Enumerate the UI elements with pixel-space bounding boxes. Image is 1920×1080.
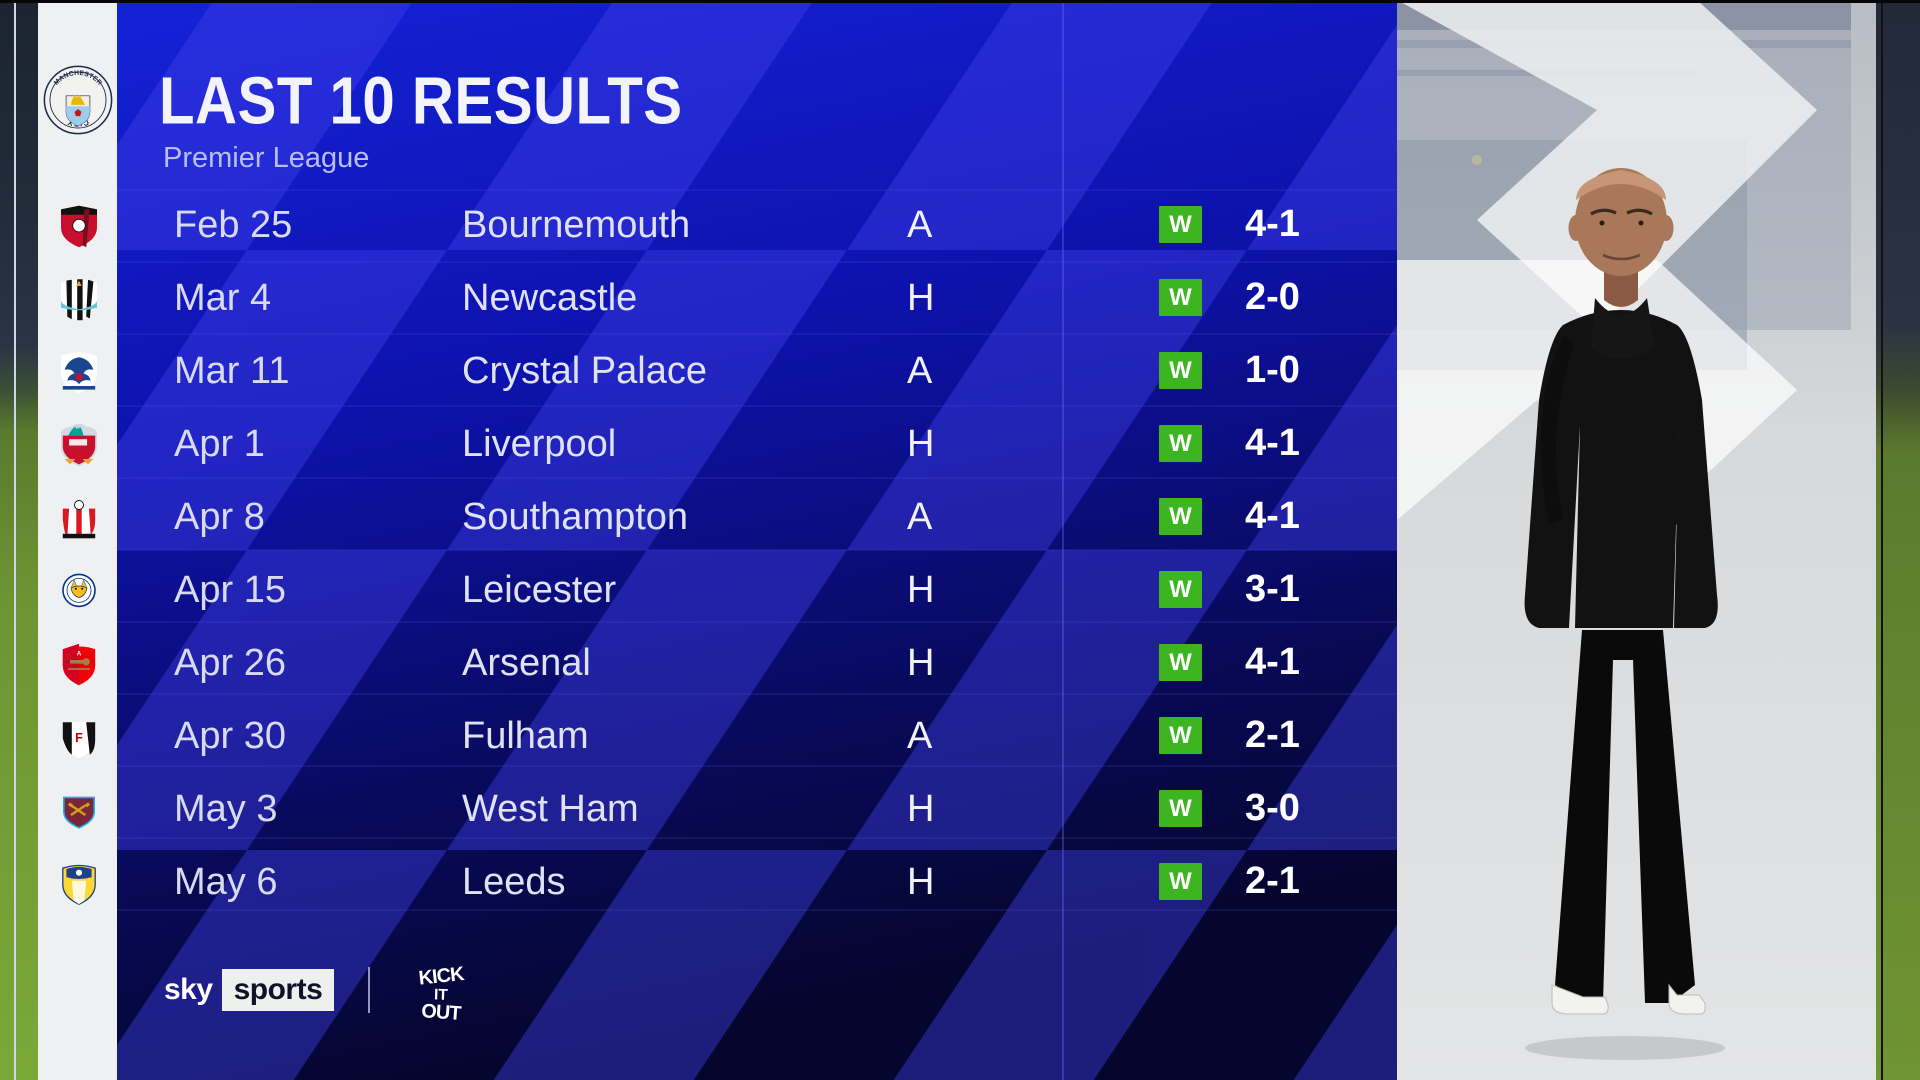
svg-text:KICK: KICK — [418, 963, 467, 990]
svg-text:OUT: OUT — [421, 1000, 462, 1022]
svg-text:A: A — [77, 651, 82, 658]
svg-text:F: F — [75, 731, 83, 745]
